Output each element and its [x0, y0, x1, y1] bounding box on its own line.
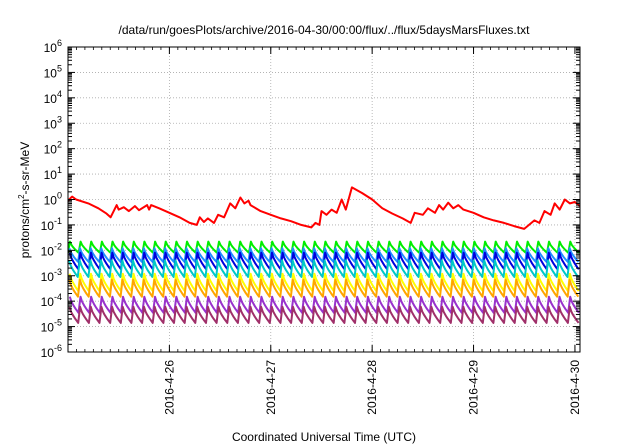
y-tick-label: 106 — [44, 38, 62, 55]
y-tick-label: 10-4 — [41, 292, 62, 309]
y-tick-base: 10 — [41, 244, 55, 258]
series-line-red — [68, 186, 580, 230]
x-tick-label: 2016-4-26 — [162, 360, 176, 415]
y-tick-label: 104 — [44, 89, 62, 106]
x-tick-label: 2016-4-29 — [467, 360, 481, 415]
y-tick-label: 10-6 — [41, 343, 62, 360]
x-axis: 2016-4-26 2016-4-27 2016-4-28 2016-4-29 2016… — [67, 47, 582, 415]
x-tick-label: 2016-4-30 — [568, 360, 582, 415]
y-tick-base: 10 — [44, 92, 58, 106]
y-tick-exponent: -6 — [54, 343, 62, 353]
y-axis-label: protons/cm2-s-sr-MeV — [17, 142, 32, 258]
y-tick-base: 10 — [44, 143, 58, 157]
y-tick-label: 10-3 — [41, 267, 62, 284]
y-tick-exponent: -2 — [54, 241, 62, 251]
y-tick-base: 10 — [44, 168, 58, 182]
y-tick-exponent: 5 — [57, 63, 62, 73]
y-tick-base: 10 — [44, 117, 58, 131]
x-tick-label: 2016-4-28 — [365, 360, 379, 415]
y-tick-exponent: -1 — [54, 216, 62, 226]
y-tick-base: 10 — [44, 66, 58, 80]
y-tick-exponent: -3 — [54, 267, 62, 277]
chart-title: /data/run/goesPlots/archive/2016-04-30/0… — [119, 23, 531, 37]
y-tick-base: 10 — [44, 194, 58, 208]
data-series — [68, 186, 580, 324]
y-axis-label-rest: -s-sr-MeV — [18, 142, 32, 195]
x-axis-label: Coordinated Universal Time (UTC) — [232, 430, 416, 444]
y-tick-label: 100 — [44, 191, 62, 208]
y-tick-exponent: 2 — [57, 140, 62, 150]
y-tick-label: 103 — [44, 114, 62, 131]
y-tick-label: 105 — [44, 63, 62, 80]
y-tick-exponent: 3 — [57, 114, 62, 124]
y-tick-base: 10 — [41, 270, 55, 284]
series-line — [68, 259, 579, 278]
y-tick-exponent: 1 — [57, 165, 62, 175]
y-tick-base: 10 — [41, 346, 55, 360]
y-tick-label: 101 — [44, 165, 62, 182]
y-axis: 10-610-510-410-310-210-11001011021031041… — [41, 38, 580, 360]
y-axis-label-sup: 2 — [17, 194, 26, 199]
y-axis-label-main: protons/cm — [18, 199, 32, 258]
y-tick-base: 10 — [41, 219, 55, 233]
y-tick-base: 10 — [44, 41, 58, 55]
y-tick-exponent: 4 — [57, 89, 62, 99]
y-tick-label: 102 — [44, 140, 62, 157]
series-line — [68, 278, 580, 298]
x-tick-label: 2016-4-27 — [264, 360, 278, 415]
y-tick-label: 10-1 — [41, 216, 62, 233]
y-tick-exponent: 6 — [57, 38, 62, 48]
y-tick-exponent: -5 — [54, 318, 62, 328]
y-tick-exponent: 0 — [57, 191, 62, 201]
y-tick-base: 10 — [41, 295, 55, 309]
y-tick-label: 10-5 — [41, 318, 62, 335]
series-line — [68, 305, 580, 324]
y-tick-label: 10-2 — [41, 241, 62, 258]
y-tick-base: 10 — [41, 321, 55, 335]
y-tick-exponent: -4 — [54, 292, 62, 302]
